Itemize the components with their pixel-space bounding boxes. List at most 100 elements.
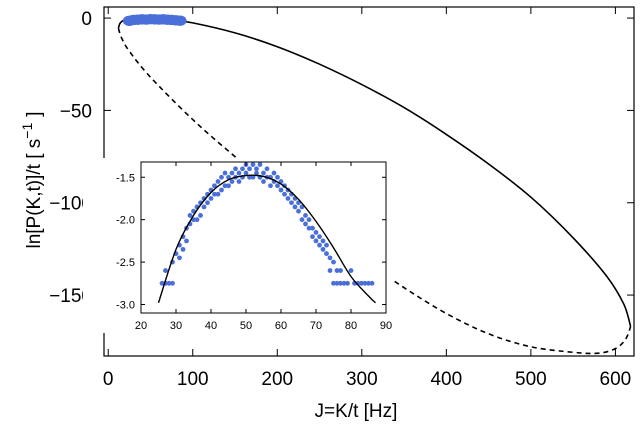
inset-data-point	[215, 191, 221, 197]
inset-data-point	[331, 259, 336, 265]
inset-x-tick-label: 90	[380, 320, 392, 332]
inset-data-point	[324, 242, 329, 248]
inset-data-point	[310, 225, 315, 231]
inset-data-point	[275, 174, 280, 180]
inset-data-point	[198, 213, 203, 218]
inset-x-tick-label: 80	[345, 320, 357, 332]
inset-data-point	[362, 280, 368, 286]
main-x-tick-label: 300	[346, 369, 378, 390]
inset-data-point	[341, 280, 347, 286]
inset-data-point	[240, 166, 245, 172]
inset-data-point	[180, 246, 186, 252]
inset-data-point	[247, 166, 252, 172]
inset-x-tick-label: 40	[205, 320, 217, 332]
y-axis-label-exponent: −1	[19, 123, 35, 139]
inset-y-tick-label: -2.5	[116, 257, 135, 269]
inset-data-point	[219, 174, 224, 180]
inset-data-point	[194, 217, 200, 223]
main-x-tick-label: 500	[515, 369, 547, 390]
inset-data-point	[278, 187, 284, 193]
inset-data-point	[320, 238, 326, 244]
inset-data-point	[282, 191, 287, 197]
main-y-tick-label: −100	[49, 194, 92, 215]
inset-data-point	[229, 170, 235, 176]
inset-data-points	[159, 162, 375, 286]
y-axis-label-main: ln[P(K,t)]/t [ s	[24, 139, 45, 249]
inset-data-point	[327, 268, 333, 273]
inset-data-point	[320, 246, 326, 252]
inset-data-point	[233, 166, 238, 172]
main-y-tick-label: −150	[49, 286, 92, 307]
inset-data-point	[243, 170, 249, 176]
inset-data-point	[275, 183, 280, 189]
inset-chart: 20 30 40 50 60 70 80 90 -1.5 -2.0 -2.5 -3.0	[83, 158, 394, 333]
inset-y-tick-label: -1.5	[116, 172, 135, 184]
inset-data-point	[222, 170, 228, 176]
inset-x-tick-label: 50	[240, 320, 252, 332]
inset-data-point	[317, 234, 322, 240]
y-axis-label-group: ln[P(K,t)]/t [ s−1]	[19, 111, 45, 248]
inset-data-point	[317, 242, 322, 248]
inset-data-point	[163, 268, 168, 273]
inset-data-point	[331, 280, 336, 286]
inset-data-point	[338, 280, 343, 286]
inset-data-point	[303, 221, 308, 227]
inset-x-tick-label: 20	[135, 320, 147, 332]
inset-data-point	[257, 162, 263, 167]
main-x-tick-label: 600	[600, 369, 632, 390]
inset-background	[83, 158, 394, 333]
inset-data-point	[334, 268, 340, 273]
inset-x-tick-label: 30	[170, 320, 182, 332]
inset-data-point	[261, 179, 266, 184]
inset-data-point	[369, 280, 375, 286]
inset-data-point	[254, 166, 259, 172]
inset-y-tick-label: -2.0	[116, 215, 135, 227]
inset-data-point	[264, 166, 270, 172]
inset-y-tick-label: -3.0	[116, 300, 135, 312]
inset-data-point	[212, 183, 217, 189]
y-axis-label: ln[P(K,t)]/t [ s−1]	[19, 111, 45, 248]
inset-data-point	[229, 179, 235, 184]
inset-data-point	[348, 268, 354, 273]
x-axis-label: J=K/t [Hz]	[315, 401, 398, 422]
inset-data-point	[226, 174, 231, 180]
inset-data-point	[261, 170, 266, 176]
main-chart: 0 100 200 300 400 500 600 0 −50 −100 −150	[49, 6, 635, 390]
inset-data-point	[201, 204, 207, 210]
inset-data-point	[166, 280, 172, 286]
inset-data-point	[159, 280, 165, 286]
inset-x-tick-label: 70	[310, 320, 322, 332]
main-x-tick-label: 0	[103, 369, 114, 390]
inset-data-point	[271, 170, 277, 176]
y-axis-label-close: ]	[24, 111, 45, 116]
main-data-point	[173, 15, 187, 26]
inset-curves	[157, 174, 376, 304]
inset-data-point	[289, 200, 294, 206]
inset-data-point	[226, 183, 231, 189]
inset-data-point	[208, 196, 214, 201]
inset-data-point	[187, 213, 193, 218]
inset-data-point	[345, 280, 350, 286]
inset-data-point	[236, 179, 242, 184]
inset-data-point	[359, 280, 364, 286]
inset-data-point	[313, 230, 319, 235]
inset-data-point	[338, 268, 343, 273]
inset-data-point	[306, 225, 312, 231]
inset-data-point	[219, 187, 224, 193]
inset-data-point	[170, 280, 175, 286]
main-x-tick-label: 400	[430, 369, 462, 390]
inset-data-point	[310, 234, 315, 240]
inset-data-point	[306, 217, 312, 223]
inset-data-point	[327, 255, 333, 261]
inset-fit-curve	[157, 174, 376, 304]
inset-data-point	[292, 204, 298, 210]
inset-data-point	[222, 183, 228, 189]
inset-data-point	[296, 208, 301, 214]
inset-data-point	[299, 204, 305, 210]
main-y-tick-label: 0	[81, 9, 92, 30]
inset-data-point	[236, 170, 242, 176]
inset-data-point	[215, 179, 221, 184]
inset-data-point	[334, 280, 340, 286]
inset-data-point	[268, 183, 273, 189]
